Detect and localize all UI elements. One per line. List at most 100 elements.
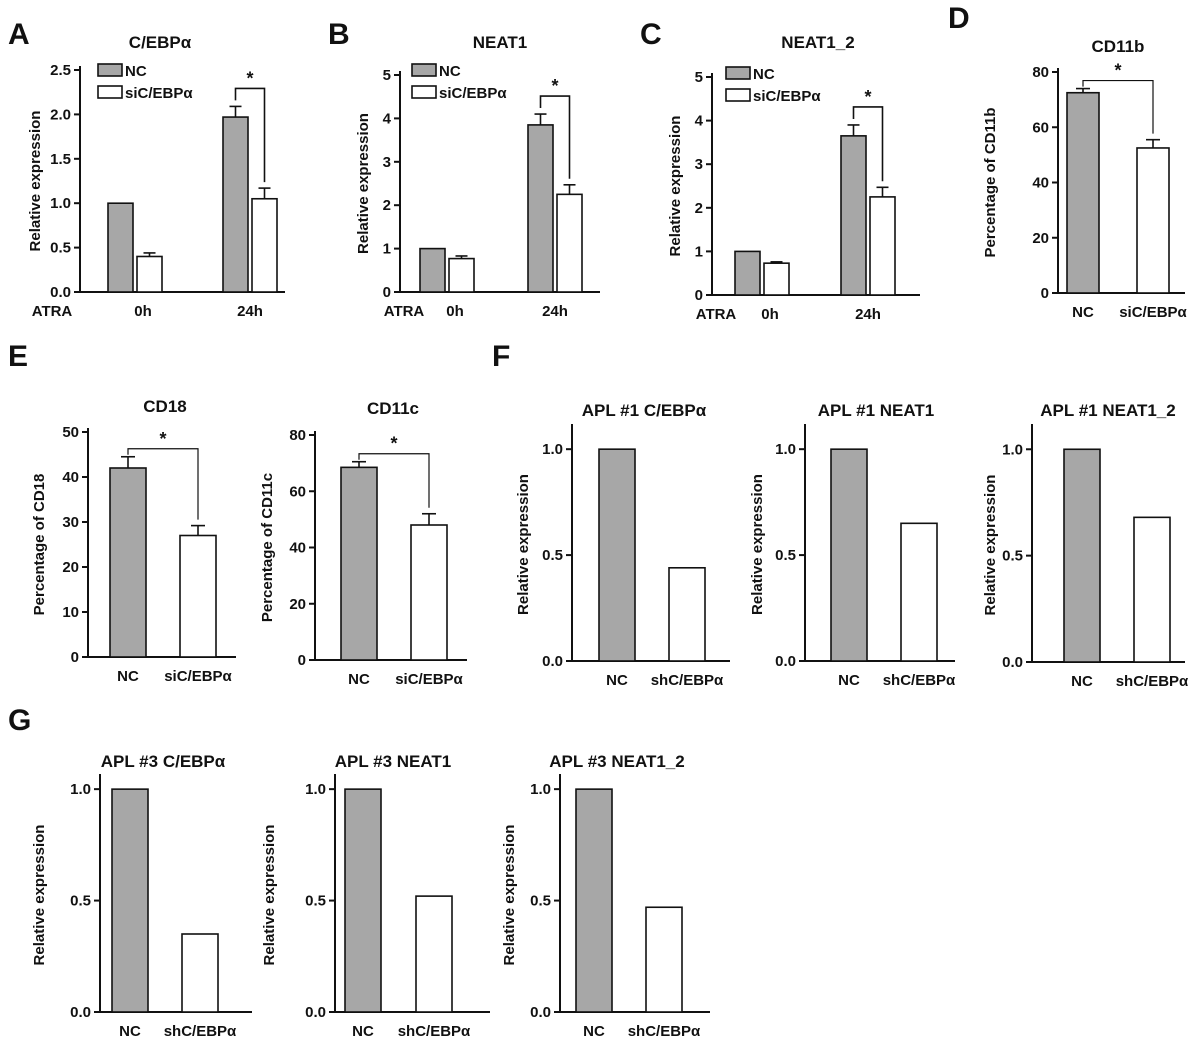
x-tick-label: NC [119, 1023, 141, 1040]
y-tick-label: 4 [383, 110, 392, 127]
y-tick-label: 30 [62, 514, 79, 531]
y-tick-label: 0.0 [530, 1004, 551, 1021]
y-tick-label: 40 [289, 540, 306, 557]
y-tick-label: 0.5 [530, 893, 551, 910]
bar-nc [419, 247, 446, 293]
panel-label: D [948, 2, 970, 35]
legend-swatch [97, 63, 123, 77]
y-axis-label: Relative expression [355, 113, 372, 254]
y-tick-label: 0.5 [1002, 548, 1023, 565]
y-axis-label: Relative expression [667, 116, 684, 257]
y-tick-label: 0.5 [305, 893, 326, 910]
y-tick-label: 4 [695, 113, 704, 130]
y-tick-label: 0.0 [305, 1004, 326, 1021]
legend-label: NC [753, 66, 775, 83]
x-tick-label: NC [606, 672, 628, 689]
significance-bracket [1082, 79, 1154, 134]
panel-e1: E CD18 0 10 20 30 40 50 Percentage of CD18 NC siC/… [8, 340, 236, 685]
y-tick-label: 0 [1041, 285, 1049, 302]
panel-g3: APL #3 NEAT1_2 0.0 0.5 1.0 Relative expressi… [501, 752, 710, 1040]
significance-bracket [127, 448, 199, 520]
x-tick-label: siC/EBPα [1119, 304, 1187, 321]
y-tick-label: 0.0 [50, 284, 71, 301]
y-tick-label: 5 [695, 69, 703, 86]
panel-f2: APL #1 NEAT1 0.0 0.5 1.0 Relative expression… [749, 401, 956, 689]
x-tick-label: shC/EBPα [164, 1023, 237, 1040]
row-label: ATRA [696, 306, 737, 323]
bar-nc [1066, 91, 1100, 294]
bar-treated [668, 566, 706, 662]
bar-treated [900, 522, 938, 662]
chart-title: CD11b [1092, 37, 1145, 56]
significance-bracket [852, 106, 884, 182]
bar-treated [181, 933, 219, 1013]
panel-g2: APL #3 NEAT1 0.0 0.5 1.0 Relative expression… [261, 752, 490, 1040]
panel-c: C NEAT1_2 0 1 2 3 4 5 Relative expression 0h 24h AT… [640, 18, 920, 323]
bar-treated [1136, 147, 1170, 294]
y-axis-label: Relative expression [31, 825, 48, 966]
x-tick-label: NC [1071, 673, 1093, 690]
bar-nc [527, 124, 554, 293]
bar-treated [410, 524, 448, 661]
y-axis-label: Percentage of CD11b [982, 107, 999, 257]
x-tick-label: siC/EBPα [164, 668, 232, 685]
panel-f1: F APL #1 C/EBPα 0.0 0.5 1.0 Relative expressi… [492, 340, 730, 689]
bar-treated [1133, 516, 1171, 663]
bar-nc [107, 202, 134, 293]
chart-title: C/EBPα [129, 33, 192, 52]
panel-label: G [8, 704, 31, 737]
y-tick-label: 1.0 [305, 781, 326, 798]
y-tick-label: 3 [695, 156, 703, 173]
y-tick-label: 60 [1032, 119, 1049, 136]
y-tick-label: 40 [1032, 175, 1049, 192]
chart-title: CD18 [143, 397, 186, 416]
y-tick-label: 2.0 [50, 106, 71, 123]
y-axis-label: Percentage of CD11c [259, 473, 276, 622]
x-tick-label: NC [838, 672, 860, 689]
y-tick-label: 2.5 [50, 62, 71, 79]
chart-title: APL #1 NEAT1_2 [1040, 401, 1175, 420]
y-tick-label: 20 [289, 596, 306, 613]
y-tick-label: 1 [695, 243, 703, 260]
chart-title: NEAT1 [473, 33, 527, 52]
y-tick-label: 1.0 [775, 441, 796, 458]
x-tick-label: NC [1072, 304, 1094, 321]
y-axis-label: Relative expression [261, 825, 278, 966]
y-tick-label: 60 [289, 483, 306, 500]
y-tick-label: 50 [62, 424, 79, 441]
y-tick-label: 0.5 [50, 240, 71, 257]
y-tick-label: 0.5 [775, 547, 796, 564]
y-tick-label: 5 [383, 67, 391, 84]
chart-title: APL #1 C/EBPα [582, 401, 707, 420]
panel-g1: G APL #3 C/EBPα 0.0 0.5 1.0 Relative expressi… [8, 704, 252, 1040]
bar-nc [840, 135, 867, 296]
x-tick-label: 24h [237, 303, 263, 320]
x-tick-label: shC/EBPα [628, 1023, 701, 1040]
panel-label: B [328, 18, 350, 51]
significance-bracket [358, 453, 430, 508]
bar-nc [109, 467, 147, 658]
y-tick-label: 3 [383, 154, 391, 171]
legend-swatch [725, 66, 751, 80]
legend-label: siC/EBPα [439, 85, 507, 102]
y-axis-label: Percentage of CD18 [31, 474, 48, 616]
significance-bracket [234, 87, 266, 183]
y-tick-label: 0 [298, 652, 306, 669]
y-tick-label: 0 [383, 284, 391, 301]
y-tick-label: 10 [62, 604, 79, 621]
legend-swatch [411, 63, 437, 77]
bar-treated [448, 257, 475, 293]
x-tick-label: 24h [855, 306, 881, 323]
y-tick-label: 1 [383, 241, 391, 258]
panel-b: B NEAT1 0 1 2 3 4 5 Relative expression 0h 24h ATRA… [328, 18, 600, 320]
bar-treated [869, 196, 896, 296]
y-tick-label: 0.0 [1002, 654, 1023, 671]
panel-a: A C/EBPα 0.0 0.5 1.0 1.5 2.0 2.5 Relative expres… [8, 18, 285, 320]
y-axis-label: Relative expression [27, 111, 44, 252]
y-axis-label: Relative expression [501, 825, 518, 966]
bar-nc [222, 116, 249, 293]
y-tick-label: 1.0 [70, 781, 91, 798]
chart-title: CD11c [367, 399, 419, 418]
